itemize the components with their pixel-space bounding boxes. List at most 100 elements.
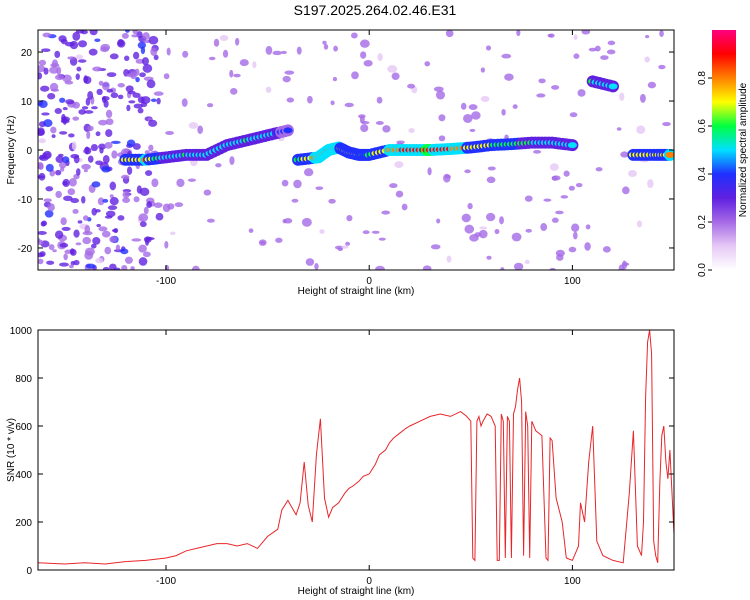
colorbar-title: Normalized spectral amplitude: [738, 82, 749, 217]
noise-blob: [155, 212, 164, 221]
noise-blob: [96, 223, 101, 228]
noise-blob: [41, 48, 51, 52]
noise-blob: [471, 111, 481, 120]
noise-blob: [84, 247, 95, 256]
noise-blob: [235, 37, 240, 46]
noise-blob: [176, 178, 185, 188]
noise-blob: [109, 194, 114, 199]
noise-blob: [72, 31, 81, 41]
noise-blob: [95, 257, 104, 264]
colorbar-tick-label: 0.6: [697, 119, 708, 133]
noise-blob: [148, 35, 159, 45]
noise-blob: [446, 255, 452, 263]
noise-blob: [332, 76, 338, 82]
noise-blob: [363, 59, 373, 67]
noise-blob: [360, 51, 367, 59]
noise-blob: [54, 107, 62, 114]
noise-blob: [137, 107, 144, 114]
noise-blob: [499, 216, 504, 225]
noise-blob: [43, 198, 52, 203]
noise-blob: [104, 215, 113, 219]
colorbar: [712, 30, 736, 270]
noise-blob: [146, 201, 152, 209]
ridge-core: [665, 151, 674, 158]
noise-blob: [182, 50, 189, 58]
noise-blob: [647, 179, 654, 189]
noise-blob: [122, 197, 131, 203]
noise-blob: [142, 251, 151, 258]
noise-blob: [525, 228, 532, 233]
noise-blob: [569, 112, 578, 118]
noise-blob: [137, 96, 145, 104]
colorbar-tick-label: 0.4: [697, 167, 708, 181]
noise-blob: [133, 196, 140, 203]
noise-blob: [485, 212, 496, 222]
noise-blob: [82, 236, 92, 245]
noise-blob: [333, 45, 338, 52]
noise-blob: [206, 218, 215, 223]
noise-blob: [560, 195, 569, 199]
noise-blob: [124, 55, 130, 61]
noise-blob: [588, 47, 597, 52]
noise-blob: [258, 239, 267, 246]
noise-blob: [38, 59, 47, 66]
noise-blob: [401, 203, 408, 211]
noise-blob: [362, 230, 370, 235]
noise-blob: [143, 206, 149, 215]
noise-blob: [104, 246, 112, 255]
noise-blob: [84, 224, 91, 234]
noise-blob: [389, 183, 398, 189]
noise-blob: [524, 259, 530, 265]
snr-y-axis-title: SNR (10 * v/v): [6, 418, 17, 482]
noise-blob: [305, 258, 315, 266]
noise-blob: [38, 129, 45, 137]
noise-blob: [87, 91, 94, 100]
noise-blob: [113, 267, 121, 270]
noise-blob: [513, 262, 524, 270]
noise-blob: [272, 50, 282, 56]
noise-blob: [45, 186, 54, 192]
noise-blob: [479, 226, 487, 230]
noise-blob: [42, 32, 52, 38]
noise-blob: [296, 46, 302, 55]
colorbar-tick-label: 0.8: [697, 71, 708, 85]
x-tick-label: 0: [366, 276, 372, 287]
noise-blob: [346, 214, 353, 222]
noise-blob: [351, 71, 359, 80]
noise-blob: [165, 130, 174, 136]
noise-blob: [39, 251, 46, 257]
noise-blob: [50, 126, 57, 134]
noise-blob: [555, 249, 565, 257]
noise-blob: [376, 96, 383, 104]
noise-blob: [90, 243, 97, 249]
noise-blob: [167, 203, 175, 210]
noise-blob: [464, 224, 475, 234]
noise-blob: [378, 237, 386, 241]
noise-blob: [203, 189, 212, 196]
noise-blob: [72, 116, 80, 121]
noise-blob: [600, 55, 609, 60]
noise-blob: [293, 179, 302, 189]
noise-blob: [387, 65, 398, 73]
noise-blob: [540, 223, 548, 232]
noise-blob: [486, 255, 492, 260]
noise-blob: [143, 236, 152, 243]
noise-blob: [84, 110, 94, 114]
noise-blob: [659, 30, 664, 37]
noise-blob: [345, 241, 351, 246]
noise-blob: [115, 244, 121, 251]
noise-blob: [121, 265, 128, 270]
noise-blob: [148, 144, 154, 152]
noise-blob: [139, 187, 150, 196]
noise-blob: [55, 190, 62, 199]
noise-blob: [100, 43, 111, 51]
noise-blob: [121, 32, 129, 39]
noise-blob: [494, 229, 500, 235]
noise-blob: [662, 121, 671, 127]
noise-blob: [109, 197, 119, 206]
noise-blob: [60, 166, 65, 172]
noise-blob: [319, 229, 325, 234]
noise-blob: [102, 198, 109, 203]
noise-blob: [188, 122, 199, 129]
